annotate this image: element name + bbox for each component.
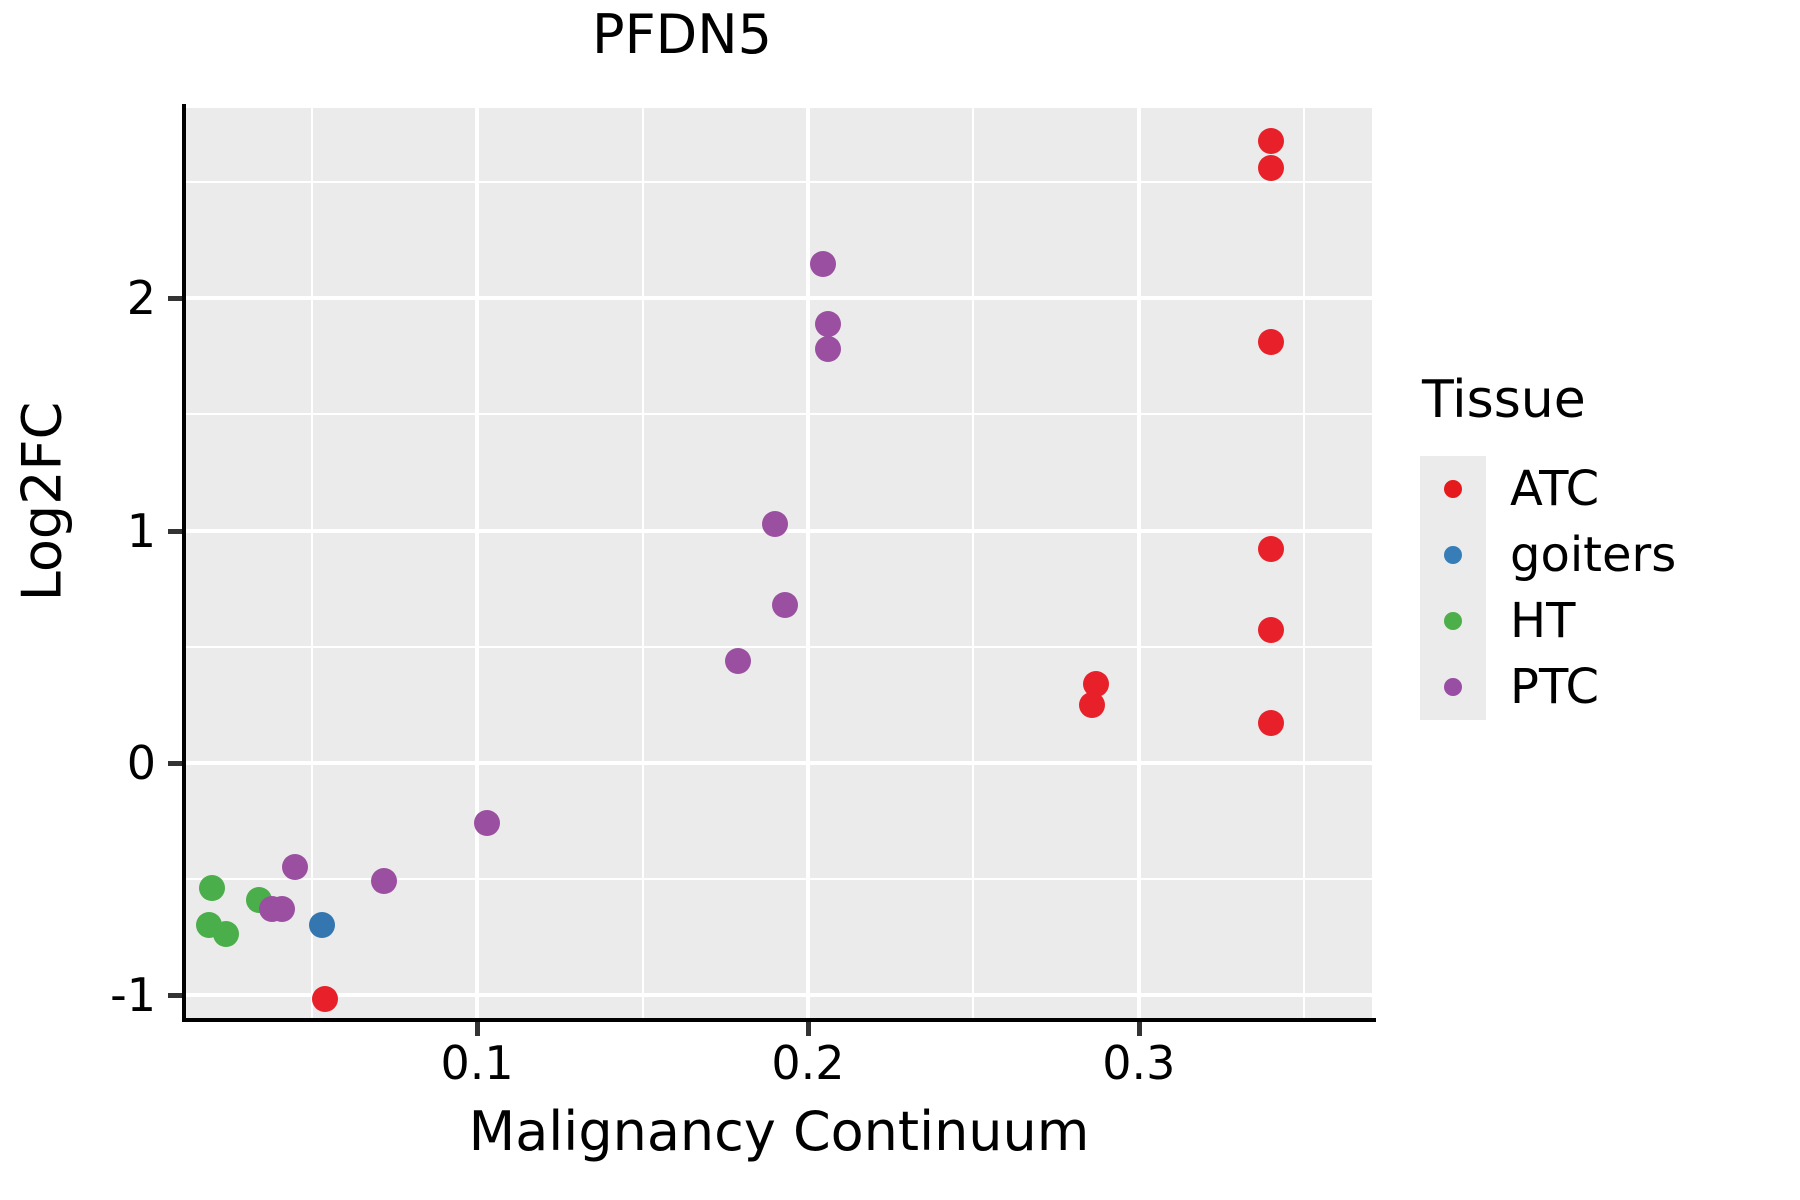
legend-dot-icon: [1444, 678, 1462, 696]
data-point: [1258, 155, 1285, 182]
data-point: [282, 854, 309, 881]
legend-item-label: HT: [1510, 593, 1576, 649]
plot-panel: [186, 108, 1372, 1018]
data-point: [1258, 710, 1285, 737]
data-point: [725, 647, 752, 674]
data-point: [814, 310, 841, 337]
data-point: [1079, 691, 1106, 718]
data-point: [199, 875, 226, 901]
y-axis-title: Log2FC: [10, 401, 74, 602]
gridline: [186, 760, 1372, 765]
y-axis-line: [182, 104, 186, 1022]
x-axis-tick: [805, 1022, 811, 1036]
data-point: [1258, 127, 1285, 154]
data-point: [1258, 536, 1285, 563]
data-point: [809, 250, 836, 277]
y-axis-tick: [168, 528, 182, 534]
data-point: [1258, 617, 1285, 644]
page-title: PFDN5: [592, 3, 772, 66]
legend-items: ATC goiters HT PTC: [1420, 456, 1676, 720]
legend-item-atc[interactable]: ATC: [1420, 456, 1676, 522]
data-point: [308, 912, 335, 939]
y-axis-tick-label: 0: [126, 735, 156, 790]
legend-item-ht[interactable]: HT: [1420, 588, 1676, 654]
y-axis-tick-label: 1: [126, 503, 156, 558]
gridline: [1303, 108, 1306, 1018]
x-axis-tick-label: 0.1: [440, 1036, 514, 1090]
legend-item-goiters[interactable]: goiters: [1420, 522, 1676, 588]
data-point: [311, 986, 338, 1013]
legend-key-swatch: [1420, 654, 1486, 720]
data-point: [1258, 329, 1285, 356]
legend-dot-icon: [1444, 480, 1462, 498]
plot-panel-inner: [186, 108, 1372, 1018]
gridline: [805, 108, 810, 1018]
x-axis-tick: [1136, 1022, 1142, 1036]
gridline: [186, 992, 1372, 997]
data-point: [212, 921, 239, 948]
gridline: [641, 108, 644, 1018]
gridline: [186, 645, 1372, 648]
gridline: [972, 108, 975, 1018]
legend-item-label: ATC: [1510, 461, 1600, 517]
data-point: [474, 810, 501, 836]
x-axis-tick-label: 0.3: [1102, 1036, 1176, 1090]
legend-dot-icon: [1444, 546, 1462, 564]
legend-key-swatch: [1420, 456, 1486, 522]
data-point: [259, 895, 285, 922]
y-axis-tick: [168, 992, 182, 998]
legend-dot-icon: [1444, 612, 1462, 630]
legend-item-label: PTC: [1510, 659, 1599, 715]
y-axis-tick: [168, 760, 182, 766]
x-axis-line: [182, 1018, 1376, 1022]
legend-item-ptc[interactable]: PTC: [1420, 654, 1676, 720]
gridline: [186, 296, 1372, 301]
data-point: [771, 591, 798, 618]
gridline: [1136, 108, 1141, 1018]
x-axis-title: Malignancy Continuum: [468, 1100, 1090, 1163]
y-axis-tick: [168, 296, 182, 302]
data-point: [761, 510, 788, 537]
legend-key-swatch: [1420, 522, 1486, 588]
gridline: [186, 413, 1372, 416]
gridline: [186, 181, 1372, 184]
data-point: [371, 868, 398, 895]
gridline: [310, 108, 313, 1018]
gridline: [186, 877, 1372, 880]
legend: Tissue ATC goiters HT PTC: [1420, 370, 1780, 720]
gridline: [475, 108, 480, 1018]
legend-key-swatch: [1420, 588, 1486, 654]
x-axis-tick-label: 0.2: [771, 1036, 845, 1090]
legend-item-label: goiters: [1510, 527, 1677, 583]
data-point: [814, 336, 841, 363]
y-axis-tick-label: -1: [110, 967, 156, 1022]
legend-title: Tissue: [1422, 370, 1586, 430]
x-axis-tick: [475, 1022, 481, 1036]
y-axis-tick-label: 2: [126, 271, 156, 326]
